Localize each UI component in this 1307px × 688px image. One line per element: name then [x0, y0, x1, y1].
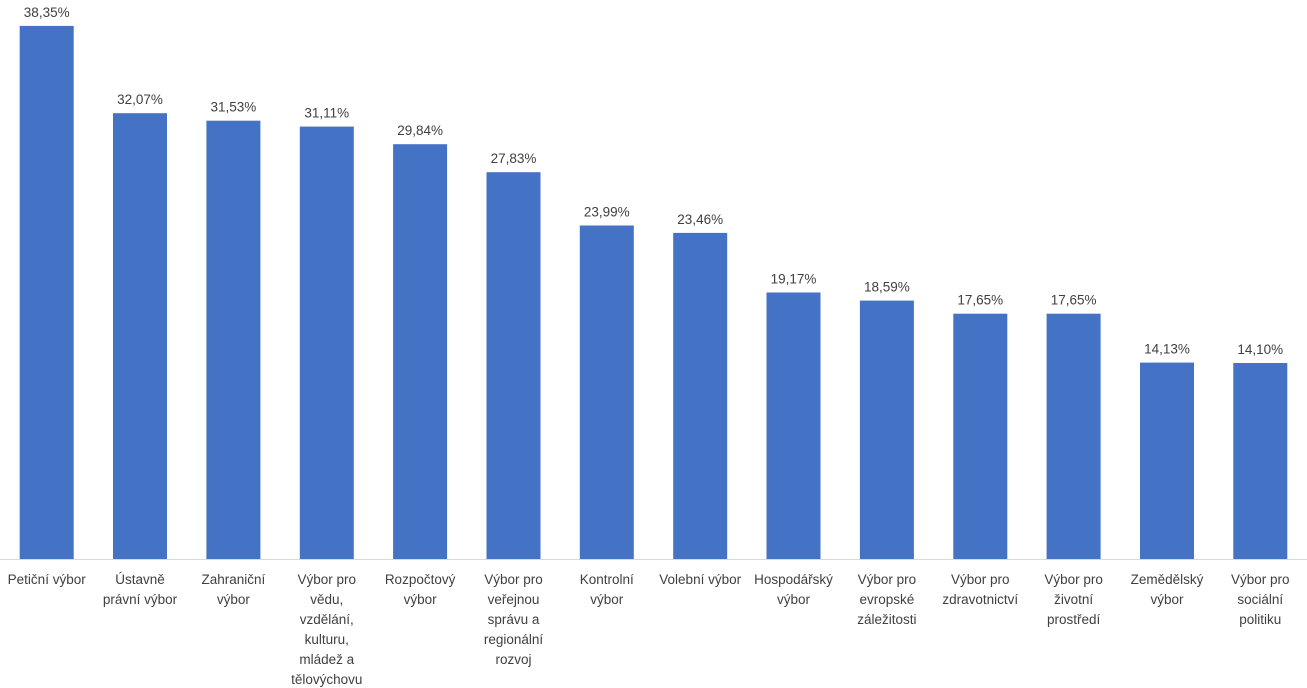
value-label-9: 18,59%: [864, 280, 910, 295]
category-label-line: záležitosti: [857, 612, 916, 627]
category-label-line: správu a: [488, 612, 540, 627]
category-label-line: regionální: [484, 632, 544, 647]
category-label-7: Volební výbor: [659, 572, 741, 587]
bar-1: [113, 113, 167, 559]
value-label-7: 23,46%: [677, 212, 723, 227]
bar-10: [953, 313, 1008, 559]
value-labels-group: 38,35% 32,07% 31,53% 31,11% 29,84% 27,83% 23,9…: [24, 5, 1283, 357]
category-label-line: vzdělání,: [300, 612, 354, 627]
category-label-line: Výbor pro: [1044, 572, 1103, 587]
bar-12: [1140, 362, 1194, 559]
category-label-line: Výbor pro: [951, 572, 1010, 587]
category-label-line: výbor: [1150, 592, 1184, 607]
value-label-8: 19,17%: [771, 272, 817, 287]
category-label-line: tělovýchovu: [291, 672, 362, 687]
bar-3: [299, 126, 354, 559]
bar-8: [766, 292, 821, 559]
category-label-2: Zahraniční výbor: [202, 572, 266, 607]
category-label-line: Kontrolní: [580, 572, 634, 587]
bar-11: [1046, 313, 1101, 559]
category-label-13: Výbor pro sociální politiku: [1231, 572, 1290, 627]
category-label-line: prostředí: [1047, 612, 1101, 627]
category-label-line: mládež a: [299, 652, 354, 667]
category-label-line: sociální: [1237, 592, 1283, 607]
bars-group: [19, 25, 1288, 559]
category-label-line: Zahraniční: [202, 572, 266, 587]
category-label-11: Výbor pro životní prostředí: [1044, 572, 1103, 627]
category-label-line: výbor: [217, 592, 251, 607]
bar-5: [486, 172, 541, 559]
category-label-line: Výbor pro: [858, 572, 917, 587]
bar-0: [19, 25, 74, 559]
value-label-11: 17,65%: [1051, 293, 1097, 308]
category-label-line: výbor: [404, 592, 438, 607]
category-label-1: Ústavně právní výbor: [103, 572, 178, 607]
category-label-3: Výbor pro vědu, vzdělání, kulturu, mládež a t…: [291, 572, 362, 687]
value-label-4: 29,84%: [397, 123, 443, 138]
value-label-1: 32,07%: [117, 92, 163, 107]
value-label-3: 31,11%: [304, 106, 349, 121]
value-label-5: 27,83%: [491, 151, 537, 166]
bar-9: [859, 300, 914, 559]
category-label-line: Volební výbor: [659, 572, 741, 587]
category-label-8: Hospodářský výbor: [754, 572, 833, 607]
category-label-line: právní výbor: [103, 592, 178, 607]
category-label-line: rozvoj: [495, 652, 531, 667]
category-label-line: Výbor pro: [298, 572, 357, 587]
category-label-10: Výbor pro zdravotnictví: [942, 572, 1018, 607]
category-label-line: veřejnou: [488, 592, 540, 607]
category-label-5: Výbor pro veřejnou správu a regionální rozvo…: [484, 572, 544, 667]
category-label-12: Zemědělský výbor: [1131, 572, 1204, 607]
category-label-line: Hospodářský: [754, 572, 833, 587]
category-label-line: kulturu,: [305, 632, 349, 647]
category-label-line: výbor: [590, 592, 624, 607]
category-label-line: vědu,: [310, 592, 343, 607]
category-label-line: Ústavně: [115, 572, 165, 587]
category-label-line: evropské: [860, 592, 915, 607]
bar-7: [673, 232, 728, 559]
category-label-6: Kontrolní výbor: [580, 572, 634, 607]
category-label-line: Výbor pro: [484, 572, 543, 587]
category-label-line: Zemědělský: [1131, 572, 1204, 587]
category-label-line: výbor: [777, 592, 811, 607]
category-label-line: životní: [1054, 592, 1093, 607]
category-label-4: Rozpočtový výbor: [385, 572, 456, 607]
category-labels-group: Petiční výbor Ústavně právní výbor Zahranič…: [8, 572, 1290, 687]
value-label-6: 23,99%: [584, 205, 630, 220]
category-label-line: zdravotnictví: [942, 592, 1018, 607]
category-label-line: Výbor pro: [1231, 572, 1290, 587]
category-label-line: Petiční výbor: [8, 572, 87, 587]
value-label-12: 14,13%: [1144, 342, 1190, 357]
bar-6: [579, 225, 634, 559]
bar-4: [393, 144, 448, 559]
category-label-0: Petiční výbor: [8, 572, 87, 587]
bar-13: [1233, 363, 1288, 559]
value-label-0: 38,35%: [24, 5, 70, 20]
value-label-2: 31,53%: [211, 100, 257, 115]
category-label-9: Výbor pro evropské záležitosti: [857, 572, 916, 627]
value-label-13: 14,10%: [1237, 342, 1283, 357]
category-label-line: politiku: [1239, 612, 1281, 627]
category-label-line: Rozpočtový: [385, 572, 456, 587]
value-label-10: 17,65%: [957, 293, 1003, 308]
bar-2: [206, 120, 261, 559]
